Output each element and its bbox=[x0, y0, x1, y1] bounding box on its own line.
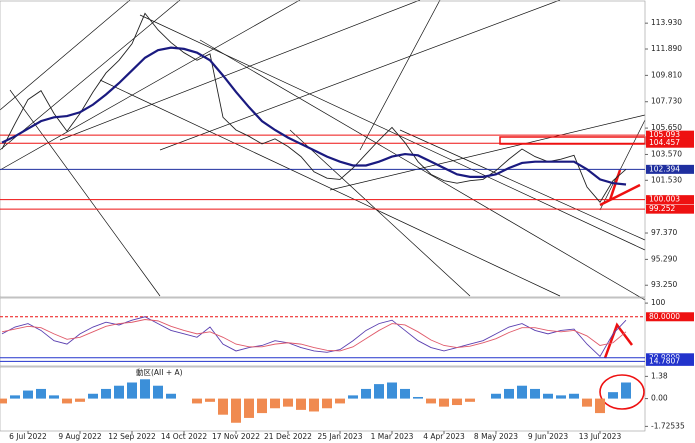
y-tick-label: 100 bbox=[651, 298, 666, 307]
bar bbox=[101, 388, 111, 399]
level-label: 99.252 bbox=[649, 204, 675, 213]
x-tick-label: 9 Jun 2023 bbox=[528, 432, 569, 441]
bar bbox=[244, 398, 254, 418]
y-tick-label: 93.250 bbox=[651, 280, 677, 289]
x-tick-label: 4 Apr 2023 bbox=[423, 432, 465, 441]
bar bbox=[205, 398, 215, 402]
y-tick-label: 109.810 bbox=[651, 70, 682, 79]
bar bbox=[153, 385, 163, 399]
bar bbox=[413, 396, 423, 399]
x-tick-label: 6 Jul 2022 bbox=[9, 432, 47, 441]
series-line bbox=[1, 12, 627, 203]
bar bbox=[595, 398, 605, 414]
bar bbox=[309, 398, 319, 412]
highlight-circle bbox=[599, 374, 645, 410]
bar bbox=[387, 382, 397, 399]
bar bbox=[348, 395, 358, 399]
bar bbox=[127, 382, 137, 399]
y-tick-label: 111.890 bbox=[651, 44, 682, 53]
bar bbox=[0, 398, 7, 404]
level-label-box bbox=[646, 138, 694, 148]
bar bbox=[582, 398, 592, 407]
bar bbox=[36, 388, 46, 399]
bar bbox=[23, 390, 33, 399]
bar bbox=[166, 393, 176, 399]
y-tick-label: 107.730 bbox=[651, 97, 682, 106]
bar bbox=[322, 398, 332, 409]
y-tick-label: 101.530 bbox=[651, 175, 682, 184]
bar bbox=[491, 393, 501, 399]
bar bbox=[49, 395, 59, 399]
y-tick-label: 95.290 bbox=[651, 254, 677, 263]
x-tick-label: 21 Dec 2022 bbox=[264, 432, 312, 441]
bar bbox=[296, 398, 306, 410]
level-label: 102.394 bbox=[649, 164, 680, 173]
series-line bbox=[1, 316, 627, 358]
level-label: 100.003 bbox=[649, 195, 680, 204]
y-tick-label: -1.72535 bbox=[651, 421, 685, 430]
level-label: 105.093 bbox=[649, 130, 680, 139]
bar bbox=[75, 398, 85, 402]
x-tick-label: 13 Jul 2023 bbox=[579, 432, 622, 441]
bar bbox=[504, 388, 514, 399]
y-tick-label: 113.930 bbox=[651, 18, 682, 27]
bar bbox=[530, 388, 540, 399]
level-label: 104.457 bbox=[649, 138, 680, 147]
bar bbox=[192, 398, 202, 404]
bar bbox=[465, 398, 475, 402]
x-tick-label: 1 Mar 2023 bbox=[371, 432, 414, 441]
x-tick-label: 8 May 2023 bbox=[474, 432, 518, 441]
series-line bbox=[1, 319, 627, 352]
level-label-box bbox=[646, 164, 694, 174]
bar bbox=[114, 385, 124, 399]
bar bbox=[270, 398, 280, 409]
level-label-box bbox=[646, 356, 694, 366]
level-label-box bbox=[646, 312, 694, 322]
level-label: 14.7807 bbox=[649, 356, 680, 365]
bar bbox=[10, 395, 20, 399]
x-tick-label: 17 Nov 2022 bbox=[212, 432, 260, 441]
y-tick-label: 1.38 bbox=[651, 371, 668, 380]
bar bbox=[257, 398, 267, 414]
bar bbox=[608, 392, 618, 399]
y-tick-label: 97.370 bbox=[651, 228, 677, 237]
bar bbox=[569, 393, 579, 399]
x-tick-label: 9 Aug 2022 bbox=[58, 432, 101, 441]
x-tick-label: 25 Jan 2023 bbox=[318, 432, 363, 441]
y-tick-label: 0.00 bbox=[651, 394, 668, 403]
chart-title: 動区(AII + A) bbox=[136, 368, 183, 377]
bar bbox=[517, 385, 527, 399]
bar bbox=[439, 398, 449, 407]
bar bbox=[140, 379, 150, 399]
bar bbox=[543, 393, 553, 399]
bar bbox=[218, 398, 228, 415]
y-tick-label: 105.650 bbox=[651, 123, 682, 132]
bar bbox=[426, 398, 436, 404]
bar bbox=[452, 398, 462, 406]
y-tick-label: 103.570 bbox=[651, 149, 682, 158]
arrows bbox=[599, 169, 641, 359]
series-line bbox=[1, 46, 627, 186]
bar bbox=[374, 384, 384, 399]
bar bbox=[88, 393, 98, 399]
bar bbox=[62, 398, 72, 404]
x-tick-label: 14 Oct 2022 bbox=[161, 432, 208, 441]
x-tick-label: 12 Sep 2022 bbox=[108, 432, 156, 441]
bar bbox=[556, 395, 566, 399]
level-label: 80.0000 bbox=[649, 312, 680, 321]
bar bbox=[621, 382, 631, 399]
level-label-box bbox=[646, 130, 694, 140]
bar bbox=[361, 388, 371, 399]
level-label-box bbox=[646, 195, 694, 205]
trend-lines bbox=[0, 0, 646, 301]
bar bbox=[335, 398, 345, 404]
level-label-box bbox=[646, 204, 694, 214]
bar bbox=[231, 398, 241, 423]
bar bbox=[283, 398, 293, 407]
bar bbox=[400, 388, 410, 399]
